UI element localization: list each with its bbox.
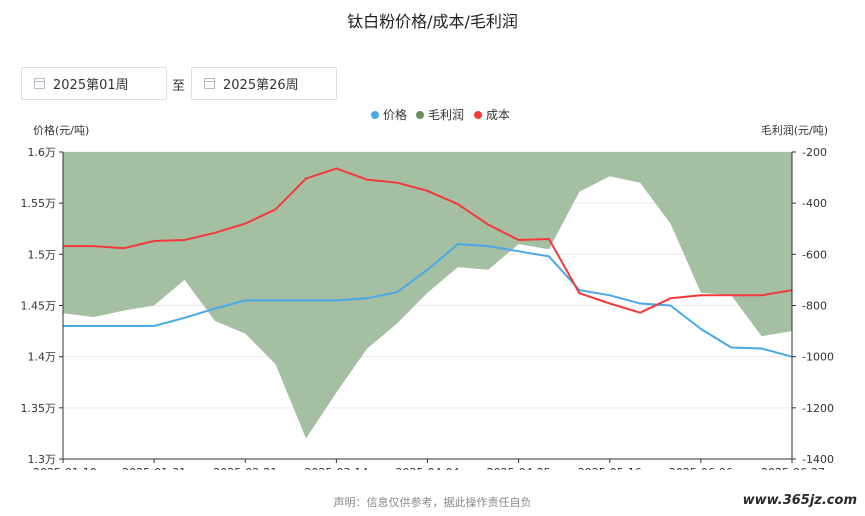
- legend-marker: [371, 111, 379, 119]
- chart-title: 钛白粉价格/成本/毛利润: [347, 12, 518, 31]
- date-range-separator: 至: [172, 79, 186, 94]
- start-week-value: 2025第01周: [53, 78, 129, 93]
- watermark-url: www.365jz.com: [742, 493, 857, 508]
- y-right-tick-label: -1000: [802, 351, 834, 364]
- y-right-tick-label: -1200: [802, 402, 834, 415]
- legend-marker: [474, 111, 482, 119]
- y-right-axis-label: 毛利润(元/吨): [761, 123, 828, 137]
- y-left-tick-label: 1.4万: [28, 351, 57, 364]
- x-tick-label: 2025-02-21: [213, 466, 277, 470]
- legend-marker: [416, 111, 424, 119]
- x-tick-label: 2025-06-06: [669, 466, 733, 470]
- y-left-tick-label: 1.3万: [28, 453, 57, 466]
- y-left-tick-label: 1.55万: [21, 197, 57, 210]
- cost-line: [63, 167, 793, 314]
- y-left-tick-label: 1.45万: [21, 300, 57, 313]
- legend-label: 成本: [486, 108, 510, 122]
- legend-label: 价格: [383, 107, 407, 122]
- price-line: [63, 243, 793, 358]
- calendar-icon: [204, 78, 215, 89]
- start-week-picker[interactable]: 2025第01周: [21, 67, 167, 100]
- y-right-tick-label: -600: [802, 248, 827, 261]
- end-week-picker[interactable]: 2025第26周: [191, 67, 337, 100]
- x-tick-label: 2025-06-27: [761, 466, 825, 470]
- y-right-tick-label: -1400: [802, 453, 834, 466]
- y-right-tick-label: -800: [802, 300, 827, 313]
- x-tick-label: 2025-01-10: [33, 466, 97, 470]
- end-week-value: 2025第26周: [223, 78, 299, 93]
- disclaimer: 声明：信息仅供参考，据此操作责任自负: [333, 496, 532, 509]
- profit-area: [63, 152, 792, 439]
- y-left-tick-label: 1.6万: [28, 146, 57, 159]
- x-tick-label: 2025-05-16: [578, 466, 642, 470]
- y-left-axis-label: 价格(元/吨): [33, 123, 89, 137]
- y-left-tick-label: 1.5万: [28, 248, 57, 261]
- x-tick-label: 2025-04-25: [487, 466, 551, 470]
- calendar-icon: [34, 78, 45, 89]
- x-tick-label: 2025-04-04: [396, 466, 460, 470]
- y-right-tick-label: -400: [802, 197, 827, 210]
- legend-label: 毛利润: [428, 108, 464, 122]
- y-right-tick-label: -200: [802, 146, 827, 159]
- chart-legend: 价格 毛利润 成本: [371, 107, 510, 122]
- x-tick-label: 2025-01-31: [122, 466, 186, 470]
- chart-plot: 价格 毛利润 成本 价格(元/吨) 毛利润(元/吨) 1.6万 1.55万 1.5万 1.…: [21, 107, 834, 470]
- x-tick-label: 2025-03-14: [304, 466, 368, 470]
- y-left-tick-label: 1.35万: [21, 402, 57, 415]
